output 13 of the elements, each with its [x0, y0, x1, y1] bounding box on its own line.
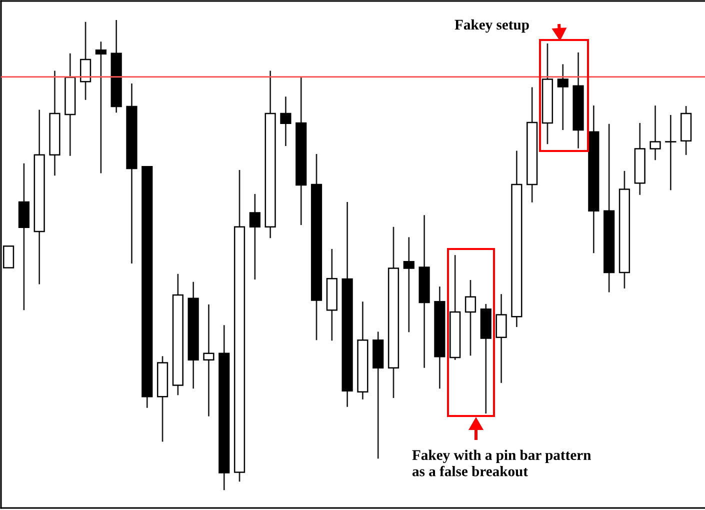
candlestick: [650, 104, 661, 161]
candlestick: [95, 40, 106, 174]
candlestick: [464, 279, 476, 356]
candlestick: [665, 114, 676, 191]
candlestick: [280, 96, 292, 147]
candlestick: [403, 236, 414, 333]
candlestick: [249, 193, 260, 280]
candlestick: [80, 21, 92, 101]
candlestick: [203, 304, 214, 417]
annotation: Fakey setup: [454, 19, 529, 33]
candlestick: [496, 293, 507, 384]
candlestick: [557, 64, 568, 131]
annotation: Fakey with a pin bar pattern as a false breakout: [412, 450, 591, 476]
